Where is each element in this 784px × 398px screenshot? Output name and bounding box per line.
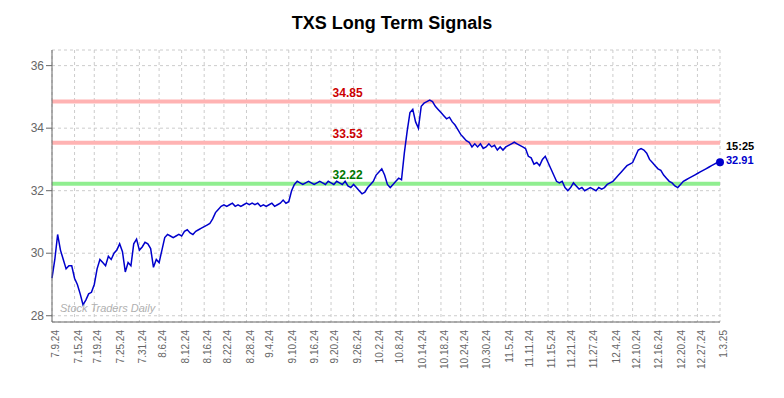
svg-text:34: 34 [31,121,45,135]
svg-text:12.20.24: 12.20.24 [676,330,687,369]
svg-text:11.5.24: 11.5.24 [504,330,515,363]
svg-text:10.24.24: 10.24.24 [459,330,470,369]
svg-text:30: 30 [31,246,45,260]
svg-text:8.22.24: 8.22.24 [222,330,233,364]
svg-text:9.4.24: 9.4.24 [264,330,275,358]
svg-text:1.3.25: 1.3.25 [718,330,729,358]
svg-text:12.10.24: 12.10.24 [631,330,642,369]
svg-text:33.53: 33.53 [333,127,363,141]
svg-text:7.25.24: 7.25.24 [115,330,126,364]
svg-text:10.18.24: 10.18.24 [439,330,450,369]
svg-text:10.30.24: 10.30.24 [481,330,492,369]
svg-text:34.85: 34.85 [333,86,363,100]
svg-text:36: 36 [31,59,45,73]
svg-text:32.91: 32.91 [726,154,754,166]
svg-text:10.2.24: 10.2.24 [374,330,385,364]
svg-text:10.14.24: 10.14.24 [417,330,428,369]
svg-text:8.16.24: 8.16.24 [202,330,213,364]
svg-text:7.19.24: 7.19.24 [92,330,103,364]
svg-text:9.20.24: 9.20.24 [329,330,340,364]
svg-text:11.21.24: 11.21.24 [566,330,577,369]
svg-text:7.9.24: 7.9.24 [50,330,61,358]
html-text:TXS Long Term Signals: TXS Long Term Signals [291,13,493,33]
svg-text:12.4.24: 12.4.24 [611,330,622,364]
svg-text:8.28.24: 8.28.24 [245,330,256,364]
svg-text:32.22: 32.22 [333,168,363,182]
svg-text:11.11.24: 11.11.24 [524,330,535,368]
svg-text:12.16.24: 12.16.24 [653,330,664,369]
svg-text:7.31.24: 7.31.24 [137,330,148,364]
svg-text:9.26.24: 9.26.24 [352,330,363,364]
svg-text:15:25: 15:25 [726,140,754,152]
svg-text:12.27.24: 12.27.24 [696,330,707,369]
svg-text:11.15.24: 11.15.24 [546,330,557,369]
svg-text:8.12.24: 8.12.24 [180,330,191,364]
svg-text:7.15.24: 7.15.24 [73,330,84,364]
svg-text:9.16.24: 9.16.24 [309,330,320,364]
svg-text:9.10.24: 9.10.24 [287,330,298,364]
svg-text:8.6.24: 8.6.24 [157,330,168,358]
svg-text:11.27.24: 11.27.24 [588,330,599,369]
svg-text:10.8.24: 10.8.24 [394,330,405,364]
svg-text:32: 32 [31,184,45,198]
svg-text:28: 28 [31,309,45,323]
html-text:Stock Traders Daily: Stock Traders Daily [60,302,156,314]
